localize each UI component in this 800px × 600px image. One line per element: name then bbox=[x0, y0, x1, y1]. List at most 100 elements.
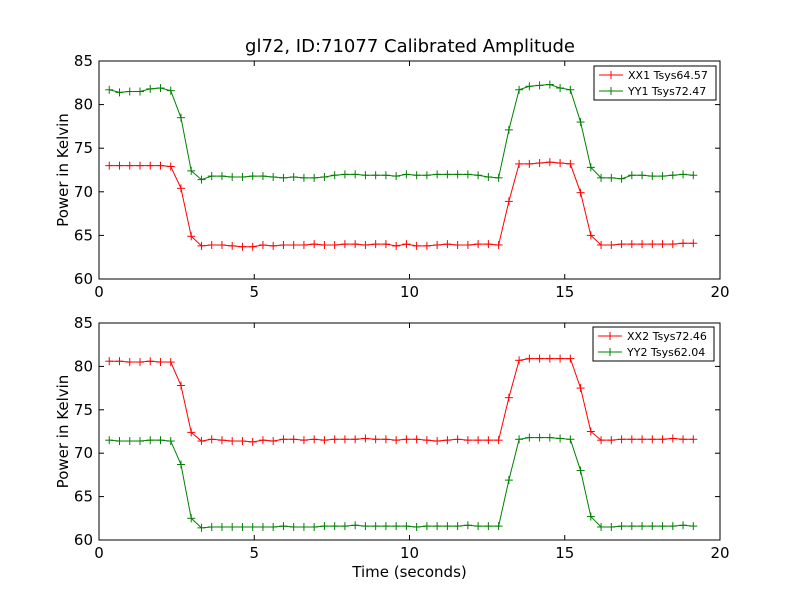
data-point bbox=[463, 240, 472, 249]
data-point bbox=[289, 240, 298, 249]
data-point bbox=[689, 171, 698, 180]
y-tick-label: 85 bbox=[74, 52, 93, 70]
data-point bbox=[238, 242, 247, 251]
y-axis-label: Power in Kelvin bbox=[54, 113, 72, 227]
data-point bbox=[658, 172, 667, 181]
data-point bbox=[238, 522, 247, 531]
series-line bbox=[109, 84, 694, 181]
data-point bbox=[402, 240, 411, 249]
data-point bbox=[545, 80, 554, 89]
data-point bbox=[535, 81, 544, 90]
data-point bbox=[474, 436, 483, 445]
data-point bbox=[340, 240, 349, 249]
x-tick-label: 15 bbox=[555, 283, 574, 301]
data-point bbox=[299, 240, 308, 249]
data-point bbox=[289, 522, 298, 531]
data-point bbox=[422, 171, 431, 180]
data-point bbox=[668, 240, 677, 249]
data-point bbox=[105, 85, 114, 94]
data-point bbox=[228, 241, 237, 250]
y-tick-label: 65 bbox=[74, 488, 93, 506]
data-point bbox=[668, 522, 677, 531]
data-point bbox=[484, 436, 493, 445]
data-point bbox=[474, 240, 483, 249]
data-point bbox=[289, 435, 298, 444]
legend: XX1 Tsys64.57 YY1 Tsys72.47 bbox=[593, 65, 717, 101]
data-point bbox=[135, 358, 144, 367]
data-point bbox=[638, 240, 647, 249]
data-point bbox=[689, 435, 698, 444]
data-point bbox=[330, 171, 339, 180]
data-point bbox=[402, 170, 411, 179]
data-point bbox=[463, 521, 472, 530]
data-point bbox=[289, 172, 298, 181]
data-point bbox=[412, 522, 421, 531]
data-point bbox=[597, 173, 606, 182]
data-point bbox=[586, 427, 595, 436]
data-point bbox=[258, 240, 267, 249]
data-point bbox=[515, 85, 524, 94]
data-point bbox=[627, 171, 636, 180]
data-point bbox=[351, 521, 360, 530]
data-point bbox=[679, 521, 688, 530]
data-point bbox=[197, 437, 206, 446]
data-point bbox=[371, 522, 380, 531]
data-point bbox=[586, 512, 595, 521]
data-point bbox=[269, 522, 278, 531]
data-point bbox=[525, 354, 534, 363]
legend-label: XX1 Tsys64.57 bbox=[628, 69, 708, 82]
data-point bbox=[310, 522, 319, 531]
data-point bbox=[269, 172, 278, 181]
y-tick-label: 65 bbox=[74, 226, 93, 244]
data-point bbox=[566, 159, 575, 168]
data-point bbox=[187, 166, 196, 175]
data-point bbox=[115, 437, 124, 446]
data-point bbox=[679, 435, 688, 444]
data-point bbox=[453, 170, 462, 179]
data-point bbox=[545, 354, 554, 363]
data-point bbox=[176, 184, 185, 193]
series-2 bbox=[105, 80, 698, 184]
x-tick-label: 20 bbox=[710, 544, 729, 562]
data-point bbox=[597, 436, 606, 445]
data-point bbox=[617, 435, 626, 444]
data-point bbox=[228, 522, 237, 531]
data-point bbox=[381, 435, 390, 444]
data-point bbox=[269, 241, 278, 250]
data-point bbox=[535, 354, 544, 363]
data-point bbox=[197, 523, 206, 532]
data-point bbox=[545, 158, 554, 167]
data-point bbox=[412, 171, 421, 180]
data-point bbox=[597, 240, 606, 249]
data-point bbox=[515, 435, 524, 444]
data-point bbox=[484, 240, 493, 249]
data-point bbox=[617, 522, 626, 531]
y-tick-label: 75 bbox=[74, 401, 93, 419]
data-point bbox=[279, 173, 288, 182]
data-point bbox=[566, 435, 575, 444]
data-point bbox=[597, 522, 606, 531]
data-point bbox=[463, 436, 472, 445]
data-point bbox=[207, 240, 216, 249]
series-line bbox=[109, 358, 694, 443]
data-point bbox=[351, 435, 360, 444]
data-point bbox=[340, 170, 349, 179]
y-tick-label: 60 bbox=[74, 531, 93, 549]
data-point bbox=[115, 357, 124, 366]
data-point bbox=[176, 381, 185, 390]
data-point bbox=[627, 240, 636, 249]
data-point bbox=[638, 522, 647, 531]
series-2 bbox=[105, 433, 698, 532]
data-point bbox=[607, 436, 616, 445]
data-point bbox=[658, 435, 667, 444]
data-point bbox=[207, 522, 216, 531]
series-line bbox=[109, 161, 694, 248]
data-point bbox=[156, 358, 165, 367]
data-point bbox=[176, 460, 185, 469]
x-tick-label: 0 bbox=[94, 283, 104, 301]
data-point bbox=[146, 84, 155, 93]
data-point bbox=[617, 174, 626, 183]
y-tick-label: 80 bbox=[74, 357, 93, 375]
data-point bbox=[535, 433, 544, 442]
data-point bbox=[381, 171, 390, 180]
